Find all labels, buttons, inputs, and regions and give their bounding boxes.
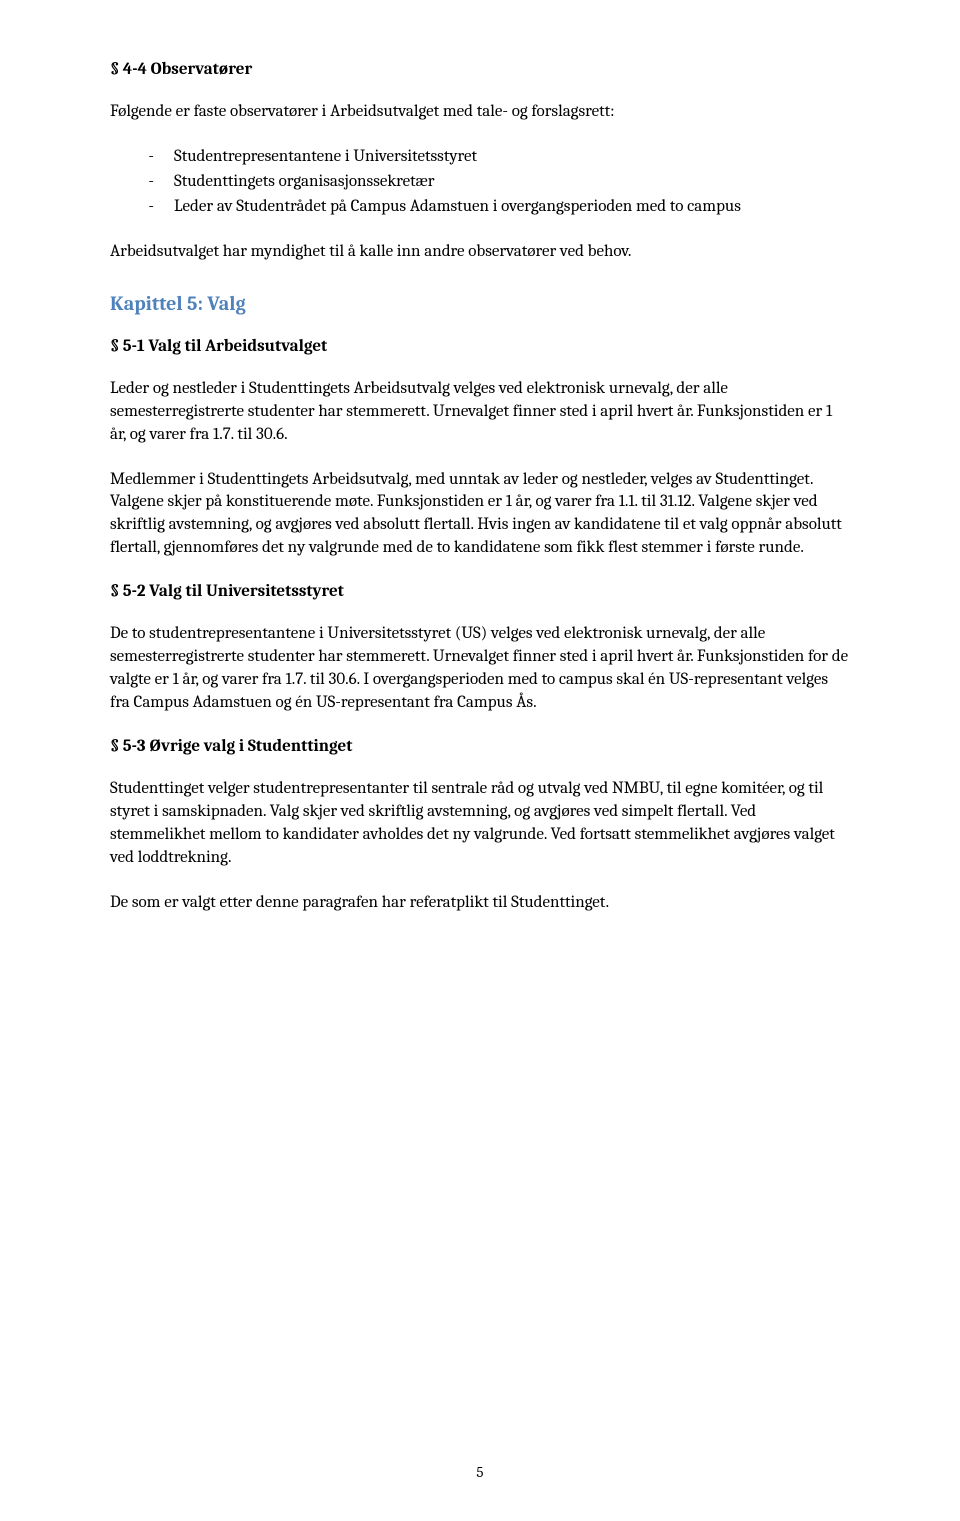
paragraph-4-4-intro: Følgende er faste observatører i Arbeids… (110, 101, 850, 124)
heading-5-3: § 5-3 Øvrige valg i Studenttinget (110, 737, 850, 756)
heading-chapter-5: Kapittel 5: Valg (110, 292, 850, 315)
list-item: Studentrepresentantene i Universitetssty… (154, 146, 850, 169)
paragraph-5-3-b: De som er valgt etter denne paragrafen h… (110, 892, 850, 915)
heading-5-1: § 5-1 Valg til Arbeidsutvalget (110, 337, 850, 356)
list-item: Leder av Studentrådet på Campus Adamstue… (154, 196, 850, 219)
heading-5-2: § 5-2 Valg til Universitetsstyret (110, 582, 850, 601)
document-page: § 4-4 Observatører Følgende er faste obs… (0, 0, 960, 1521)
paragraph-5-2: De to studentrepresentantene i Universit… (110, 623, 850, 715)
heading-4-4: § 4-4 Observatører (110, 60, 850, 79)
page-number: 5 (0, 1463, 960, 1481)
paragraph-4-4-outro: Arbeidsutvalget har myndighet til å kall… (110, 241, 850, 264)
paragraph-5-3-a: Studenttinget velger studentrepresentant… (110, 778, 850, 870)
observer-list: Studentrepresentantene i Universitetssty… (110, 146, 850, 219)
paragraph-5-1-a: Leder og nestleder i Studenttingets Arbe… (110, 378, 850, 447)
list-item: Studenttingets organisasjonssekretær (154, 171, 850, 194)
paragraph-5-1-b: Medlemmer i Studenttingets Arbeidsutvalg… (110, 469, 850, 561)
